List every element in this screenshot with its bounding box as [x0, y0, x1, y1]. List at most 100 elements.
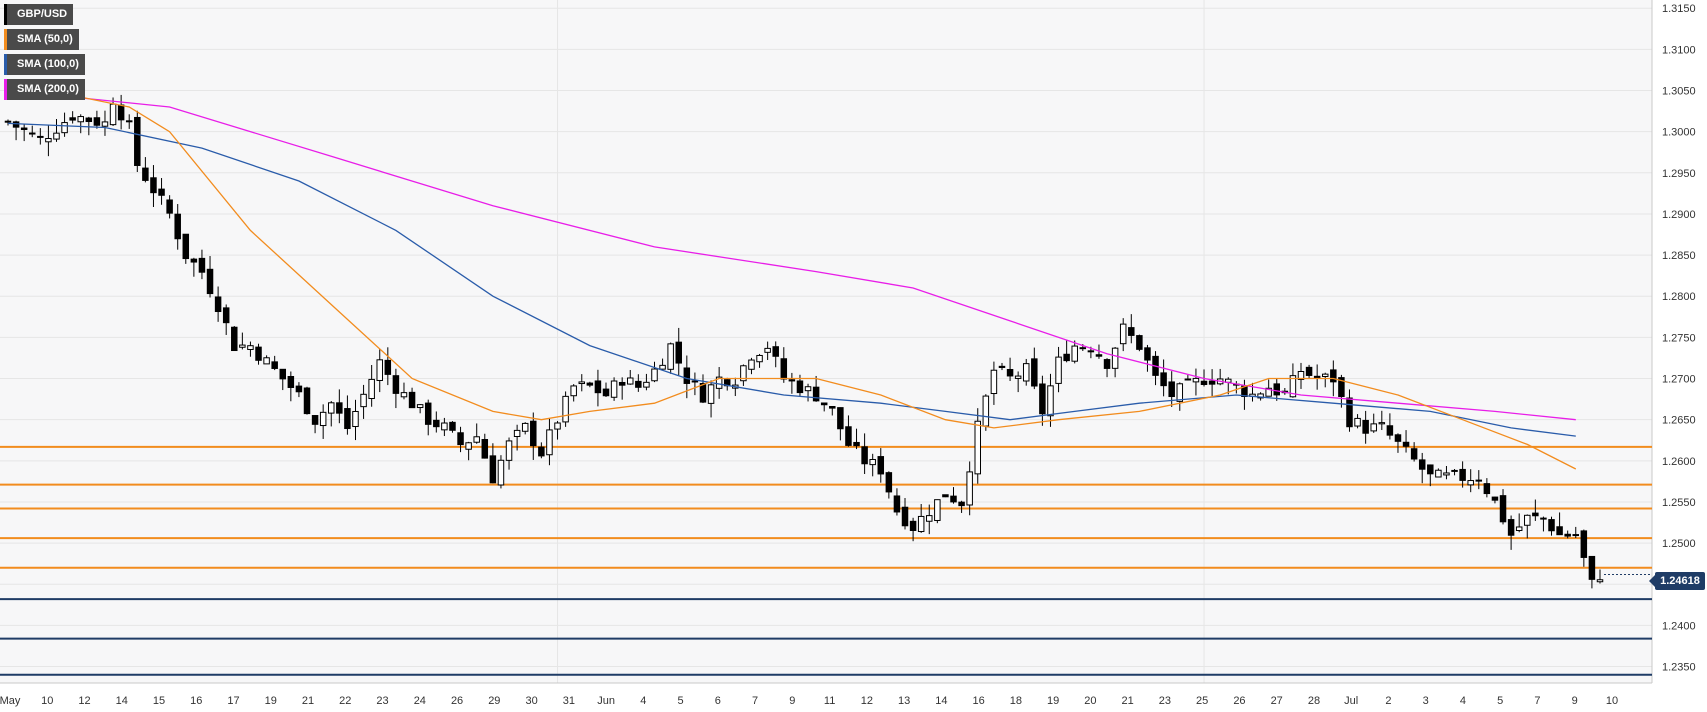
candle-body[interactable] [1176, 383, 1184, 402]
candle-body[interactable] [150, 177, 157, 194]
candle-body[interactable] [1330, 369, 1337, 383]
candle-body[interactable] [990, 369, 998, 395]
candle-body[interactable] [433, 419, 440, 428]
candle-body[interactable] [578, 381, 586, 385]
candle-body[interactable] [1418, 459, 1426, 470]
candle-body[interactable] [958, 501, 965, 507]
candle-body[interactable] [1524, 514, 1531, 526]
candle-body[interactable] [683, 367, 691, 384]
candle-body[interactable] [982, 395, 990, 427]
candle-body[interactable] [69, 117, 76, 121]
candle-body[interactable] [158, 188, 165, 196]
candle-body[interactable] [12, 121, 20, 128]
legend-sma100[interactable]: SMA (100,0) [4, 54, 85, 75]
candle-body[interactable] [1079, 347, 1087, 350]
candle-body[interactable] [1087, 350, 1095, 353]
candle-body[interactable] [1459, 468, 1466, 481]
candle-body[interactable] [247, 345, 254, 350]
candle-body[interactable] [893, 495, 901, 513]
candle-body[interactable] [1564, 533, 1571, 537]
candle-body[interactable] [166, 199, 173, 214]
candle-body[interactable] [1475, 479, 1483, 482]
candle-body[interactable] [610, 380, 618, 398]
candle-body[interactable] [715, 376, 723, 389]
candle-body[interactable] [1451, 469, 1458, 472]
candle-body[interactable] [659, 364, 666, 370]
candle-body[interactable] [481, 439, 489, 459]
candle-body[interactable] [513, 429, 521, 437]
candle-body[interactable] [1257, 393, 1264, 399]
candle-body[interactable] [45, 138, 52, 143]
candle-body[interactable] [134, 116, 141, 166]
candle-body[interactable] [489, 455, 497, 484]
candle-body[interactable] [457, 432, 464, 446]
candle-body[interactable] [554, 422, 561, 430]
candle-body[interactable] [1014, 375, 1022, 379]
candle-body[interactable] [222, 307, 230, 324]
candle-body[interactable] [691, 380, 699, 383]
candle-body[interactable] [901, 506, 909, 527]
candle-body[interactable] [885, 472, 893, 493]
candle-body[interactable] [651, 368, 658, 382]
candle-body[interactable] [602, 388, 610, 397]
candle-body[interactable] [1160, 372, 1167, 387]
candle-body[interactable] [109, 103, 117, 126]
candle-body[interactable] [408, 391, 416, 409]
candle-body[interactable] [1532, 512, 1539, 517]
candle-body[interactable] [85, 117, 93, 123]
candle-body[interactable] [748, 359, 755, 370]
candle-body[interactable] [966, 471, 973, 506]
candle-body[interactable] [142, 167, 149, 181]
candle-body[interactable] [190, 258, 198, 263]
candle-body[interactable] [1095, 354, 1103, 357]
candle-body[interactable] [934, 499, 941, 521]
candle-body[interactable] [1402, 441, 1410, 447]
candle-body[interactable] [1370, 423, 1377, 432]
candle-body[interactable] [998, 365, 1006, 368]
candle-body[interactable] [627, 377, 634, 385]
candle-body[interactable] [174, 213, 181, 240]
candle-body[interactable] [1580, 530, 1588, 558]
candle-body[interactable] [942, 494, 949, 498]
candle-body[interactable] [28, 132, 36, 135]
candle-body[interactable] [1443, 472, 1450, 476]
candle-body[interactable] [376, 359, 383, 381]
candle-body[interactable] [1548, 519, 1555, 532]
candle-body[interactable] [336, 402, 343, 414]
candle-body[interactable] [764, 347, 771, 353]
candle-body[interactable] [1047, 385, 1054, 417]
candle-body[interactable] [570, 385, 577, 397]
candle-body[interactable] [788, 379, 796, 382]
candle-body[interactable] [279, 368, 287, 380]
candle-body[interactable] [820, 402, 828, 406]
candle-body[interactable] [618, 381, 626, 386]
legend-sma200[interactable]: SMA (200,0) [4, 79, 85, 100]
candle-body[interactable] [449, 421, 456, 431]
candle-body[interactable] [384, 359, 392, 375]
candle-body[interactable] [530, 420, 537, 447]
candle-body[interactable] [812, 386, 820, 402]
candle-body[interactable] [1289, 375, 1297, 398]
candle-body[interactable] [829, 406, 836, 409]
candle-body[interactable] [740, 365, 747, 382]
candle-body[interactable] [1572, 534, 1580, 537]
candle-body[interactable] [926, 515, 933, 522]
candle-body[interactable] [416, 404, 424, 409]
candle-body[interactable] [1063, 353, 1070, 362]
candle-body[interactable] [101, 121, 109, 127]
legend-gbpusd[interactable]: GBP/USD [4, 4, 74, 25]
candle-body[interactable] [231, 326, 238, 352]
candle-body[interactable] [804, 386, 812, 392]
candle-body[interactable] [497, 459, 505, 486]
candle-body[interactable] [594, 380, 602, 394]
candle-body[interactable] [1111, 347, 1119, 369]
legend-sma50[interactable]: SMA (50,0) [4, 29, 79, 50]
candle-body[interactable] [917, 515, 925, 533]
candle-body[interactable] [1103, 359, 1111, 369]
candle-body[interactable] [125, 120, 133, 123]
candle-body[interactable] [344, 408, 351, 430]
candle-body[interactable] [837, 407, 844, 430]
candle-body[interactable] [586, 382, 594, 386]
candle-body[interactable] [61, 122, 68, 134]
